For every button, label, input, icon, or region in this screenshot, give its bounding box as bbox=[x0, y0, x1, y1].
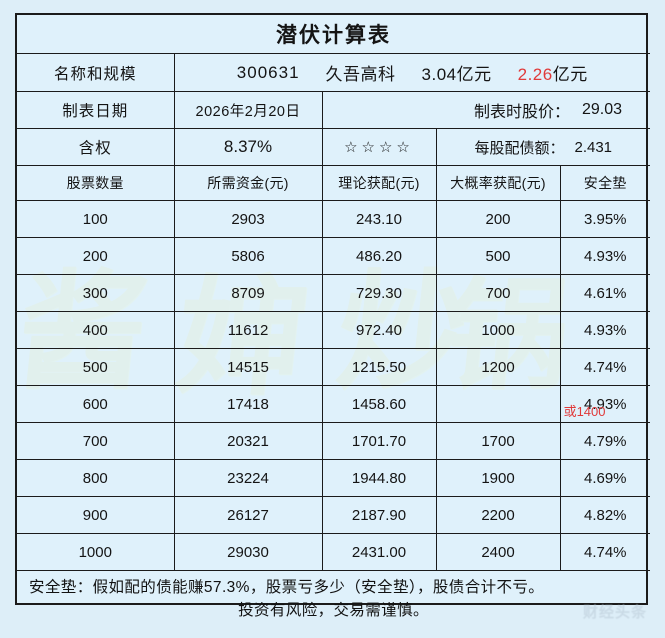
cell-likely: 2200 bbox=[435, 496, 561, 534]
calculation-sheet: 潜伏计算表 名称和规模 300631 久吾高科 3.04亿元 2.26亿元 制表… bbox=[15, 13, 651, 629]
cell-cushion: 4.82% bbox=[559, 496, 651, 534]
column-header-row: 股票数量 所需资金(元) 理论获配(元) 大概率获配(元) 安全垫 bbox=[17, 165, 651, 201]
name-scale-label: 名称和规模 bbox=[17, 53, 175, 92]
page-title: 潜伏计算表 bbox=[17, 15, 651, 54]
date-price-row: 制表日期 2026年2月20日 制表时股价： 29.03 bbox=[17, 91, 651, 129]
cell-likely: 700 bbox=[435, 274, 561, 312]
cell-cushion: 4.93% bbox=[559, 237, 651, 275]
cell-likely: 或1400 bbox=[435, 385, 606, 423]
column-header: 安全垫 bbox=[559, 165, 651, 201]
column-header: 股票数量 bbox=[17, 165, 175, 201]
column-header: 理论获配(元) bbox=[321, 165, 437, 201]
table-row: 100 2903 243.10 200 3.95% bbox=[17, 200, 651, 238]
note-line-1: 安全垫：假如配的债能赚57.3%，股票亏多少（安全垫），股债合计不亏。 bbox=[29, 578, 545, 596]
price-cell: 制表时股价： 29.03 bbox=[321, 91, 651, 129]
cell-theory: 1944.80 bbox=[321, 459, 437, 497]
note-row: 安全垫：假如配的债能赚57.3%，股票亏多少（安全垫），股债合计不亏。 投资有风… bbox=[17, 570, 651, 629]
table-row: 300 8709 729.30 700 4.61% bbox=[17, 274, 651, 312]
stock-name: 久吾高科 bbox=[325, 65, 396, 84]
cell-cushion: 3.95% bbox=[559, 200, 651, 238]
alt-allocation-annotation: 或1400 bbox=[563, 404, 606, 419]
cell-likely: 200 bbox=[435, 200, 561, 238]
table-row: 400 11612 972.40 1000 4.93% bbox=[17, 311, 651, 349]
table-row: 900 26127 2187.90 2200 4.82% bbox=[17, 496, 651, 534]
rights-label: 含权 bbox=[17, 128, 175, 166]
scale-total: 3.04亿元 bbox=[421, 65, 492, 84]
cell-qty: 400 bbox=[17, 311, 175, 349]
cell-qty: 900 bbox=[17, 496, 175, 534]
scale-highlight-number: 2.26 bbox=[517, 65, 553, 84]
star-rating: ☆☆☆☆ bbox=[321, 128, 437, 166]
cell-cushion: 4.93% bbox=[559, 385, 651, 423]
cell-qty: 600 bbox=[17, 385, 175, 423]
bond-per-share-label: 每股配债额： bbox=[474, 139, 565, 157]
cell-likely: 2400 bbox=[435, 533, 561, 571]
note-cell: 安全垫：假如配的债能赚57.3%，股票亏多少（安全垫），股债合计不亏。 投资有风… bbox=[17, 570, 651, 629]
cell-funds: 26127 bbox=[173, 496, 323, 534]
cell-theory: 1701.70 bbox=[321, 422, 437, 460]
cell-likely: 500 bbox=[435, 237, 561, 275]
rights-value: 8.37% bbox=[173, 128, 323, 166]
cell-cushion: 4.93% bbox=[559, 311, 651, 349]
price-label: 制表时股价： bbox=[473, 104, 570, 121]
bond-per-share-value: 2.431 bbox=[574, 138, 613, 156]
cell-theory: 486.20 bbox=[321, 237, 437, 275]
cell-theory: 1215.50 bbox=[321, 348, 437, 386]
note-line-2: 投资有风险，交易需谨慎。 bbox=[238, 602, 429, 619]
cell-funds: 17418 bbox=[173, 385, 323, 423]
bond-per-share-cell: 每股配债额： 2.431 bbox=[435, 128, 651, 166]
cell-likely: 1700 bbox=[435, 422, 561, 460]
cell-funds: 29030 bbox=[173, 533, 323, 571]
cell-qty: 800 bbox=[17, 459, 175, 497]
cell-funds: 23224 bbox=[173, 459, 323, 497]
cell-funds: 20321 bbox=[173, 422, 323, 460]
cell-likely: 1200 bbox=[435, 348, 561, 386]
date-label: 制表日期 bbox=[17, 91, 175, 129]
column-header: 大概率获配(元) bbox=[435, 165, 561, 201]
table-row: 800 23224 1944.80 1900 4.69% bbox=[17, 459, 651, 497]
cell-cushion: 4.74% bbox=[559, 533, 651, 571]
cell-theory: 729.30 bbox=[321, 274, 437, 312]
cell-qty: 100 bbox=[17, 200, 175, 238]
cell-qty: 700 bbox=[17, 422, 175, 460]
cell-qty: 1000 bbox=[17, 533, 175, 571]
cell-funds: 2903 bbox=[173, 200, 323, 238]
table-row: 600 17418 1458.60 或1400 4.93% bbox=[17, 385, 651, 423]
table-row: 700 20321 1701.70 1700 4.79% bbox=[17, 422, 651, 460]
data-grid: 潜伏计算表 名称和规模 300631 久吾高科 3.04亿元 2.26亿元 制表… bbox=[17, 15, 651, 629]
scale-highlight: 2.26亿元 bbox=[518, 60, 588, 85]
table-row: 200 5806 486.20 500 4.93% bbox=[17, 237, 651, 275]
name-scale-value-cell: 300631 久吾高科 3.04亿元 2.26亿元 bbox=[173, 53, 651, 92]
cell-qty: 500 bbox=[17, 348, 175, 386]
cell-likely: 1000 bbox=[435, 311, 561, 349]
table-row: 1000 29030 2431.00 2400 4.74% bbox=[17, 533, 651, 571]
column-header: 所需资金(元) bbox=[173, 165, 323, 201]
cell-theory: 2431.00 bbox=[321, 533, 437, 571]
cell-funds: 5806 bbox=[173, 237, 323, 275]
price-value: 29.03 bbox=[581, 101, 623, 118]
cell-theory: 2187.90 bbox=[321, 496, 437, 534]
cell-cushion: 4.79% bbox=[559, 422, 651, 460]
cell-qty: 300 bbox=[17, 274, 175, 312]
name-scale-row: 名称和规模 300631 久吾高科 3.04亿元 2.26亿元 bbox=[17, 53, 651, 92]
cell-theory: 243.10 bbox=[321, 200, 437, 238]
table-row: 500 14515 1215.50 1200 4.74% bbox=[17, 348, 651, 386]
title-row: 潜伏计算表 bbox=[17, 15, 651, 54]
cell-theory: 972.40 bbox=[321, 311, 437, 349]
cell-cushion: 4.69% bbox=[559, 459, 651, 497]
cell-funds: 14515 bbox=[173, 348, 323, 386]
stock-code: 300631 bbox=[236, 62, 300, 82]
cell-theory: 1458.60 bbox=[321, 385, 437, 423]
rights-row: 含权 8.37% ☆☆☆☆ 每股配债额： 2.431 bbox=[17, 128, 651, 166]
scale-highlight-unit: 亿元 bbox=[552, 65, 588, 84]
cell-cushion: 4.74% bbox=[559, 348, 651, 386]
cell-cushion: 4.61% bbox=[559, 274, 651, 312]
cell-funds: 11612 bbox=[173, 311, 323, 349]
cell-qty: 200 bbox=[17, 237, 175, 275]
cell-likely: 1900 bbox=[435, 459, 561, 497]
cell-funds: 8709 bbox=[173, 274, 323, 312]
date-value: 2026年2月20日 bbox=[173, 91, 323, 129]
